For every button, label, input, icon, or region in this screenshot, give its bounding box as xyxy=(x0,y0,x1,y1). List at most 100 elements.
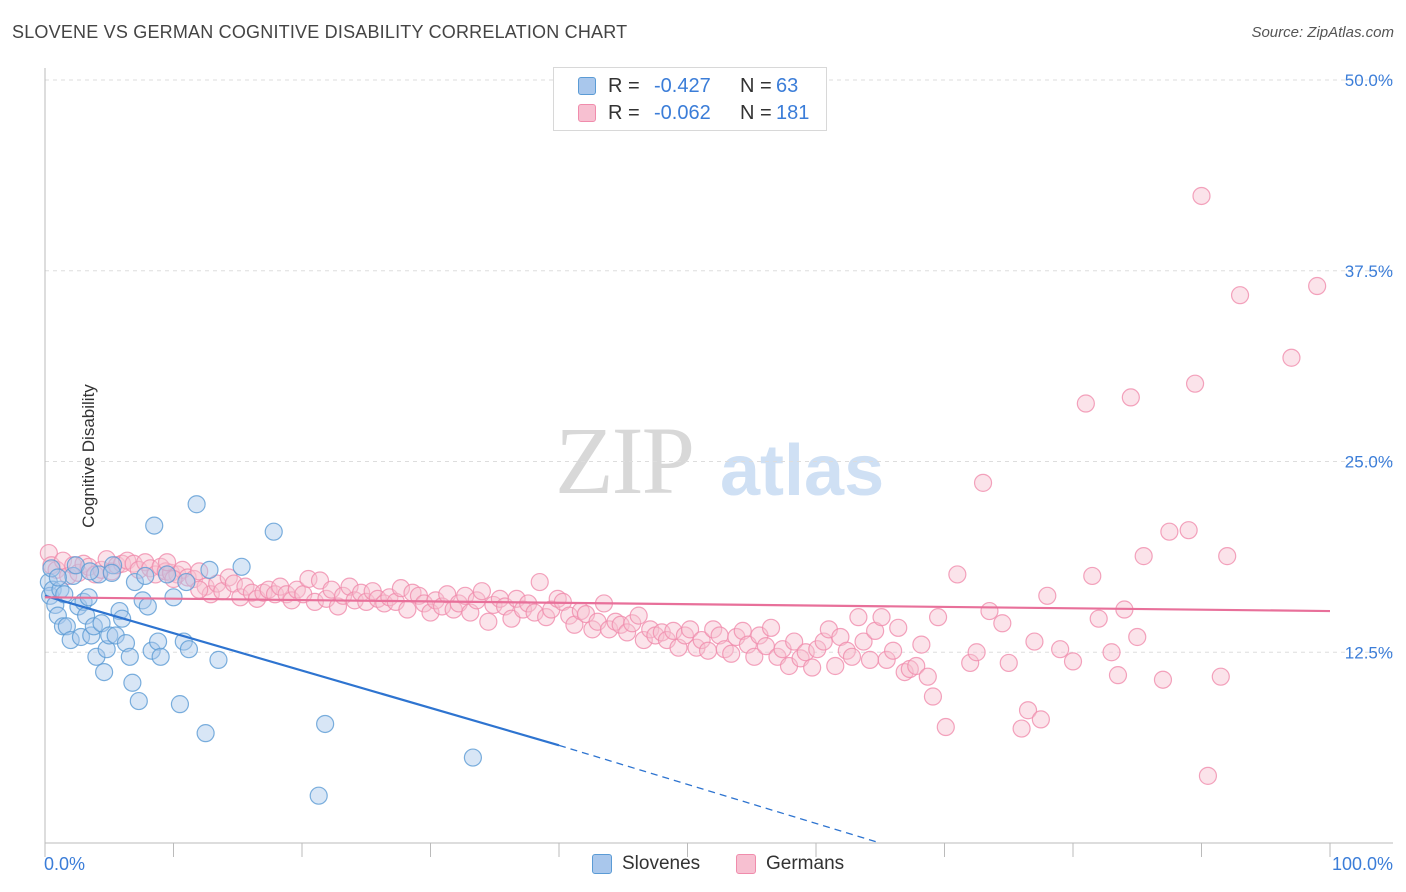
german-point xyxy=(923,687,943,706)
slovene-point xyxy=(100,626,119,645)
german-point xyxy=(698,641,718,660)
slovene-point xyxy=(170,695,190,714)
slovene-point xyxy=(151,647,170,666)
slovene-point xyxy=(80,562,100,581)
y-tick-label: 37.5% xyxy=(1345,262,1393,281)
german-point xyxy=(872,608,891,627)
y-axis-label: Cognitive Disability xyxy=(78,384,98,528)
germans-legend-swatch xyxy=(736,854,756,874)
x-tick-label: 100.0% xyxy=(1332,854,1393,874)
german-point xyxy=(623,614,642,633)
german-point xyxy=(1282,348,1301,367)
german-point xyxy=(967,643,986,662)
german-point xyxy=(530,572,549,592)
watermark-zip: ZIP xyxy=(555,407,695,514)
slovene-trend-extension xyxy=(558,744,881,844)
slovene-point xyxy=(187,495,206,514)
german-point xyxy=(854,632,873,651)
german-point xyxy=(912,635,931,654)
german-point xyxy=(1198,766,1218,785)
german-point xyxy=(1230,286,1250,305)
slovene-point xyxy=(209,650,228,669)
slovenes-swatch xyxy=(578,77,596,95)
german-point xyxy=(973,473,993,492)
german-point xyxy=(1102,643,1121,662)
german-point xyxy=(928,608,948,627)
watermark-atlas: atlas xyxy=(720,431,885,511)
german-point xyxy=(692,630,711,650)
german-point xyxy=(1179,521,1198,540)
german-point xyxy=(299,569,318,589)
german-point xyxy=(398,600,417,619)
x-tick-label: 0.0% xyxy=(44,854,85,874)
german-point xyxy=(391,579,411,598)
german-point xyxy=(895,662,914,682)
german-point xyxy=(860,650,880,669)
slovene-point xyxy=(200,560,219,579)
german-point xyxy=(948,565,967,584)
slovene-point xyxy=(123,673,142,692)
slovene-point xyxy=(129,691,148,711)
slovene-point xyxy=(196,724,215,743)
source-label: Source: ZipAtlas.com xyxy=(1251,24,1394,41)
r-value: -0.062 xyxy=(654,101,711,124)
german-point xyxy=(1063,652,1083,671)
slovene-point xyxy=(53,617,73,636)
german-trend-line xyxy=(44,596,1331,613)
slovene-point xyxy=(145,516,164,535)
slovene-point xyxy=(232,557,251,576)
german-point xyxy=(796,643,815,662)
slovene-trend-line xyxy=(44,594,560,747)
german-point xyxy=(456,586,475,605)
german-point xyxy=(733,621,752,640)
german-point xyxy=(611,615,630,634)
german-point xyxy=(1031,710,1050,729)
german-point xyxy=(1153,670,1173,689)
german-point xyxy=(1160,522,1179,541)
german-point xyxy=(936,717,955,737)
slovene-point xyxy=(64,566,83,586)
slovene-point xyxy=(106,626,125,645)
slovene-point xyxy=(138,597,157,616)
correlation-legend: R = -0.427 N = 63 R = -0.062 N = 181 xyxy=(553,67,827,131)
german-point xyxy=(1089,609,1108,628)
slovene-point xyxy=(48,568,67,587)
y-tick-label: 12.5% xyxy=(1345,643,1393,662)
german-point xyxy=(467,591,486,610)
german-point xyxy=(328,597,348,616)
german-point xyxy=(961,653,980,673)
german-point xyxy=(877,650,896,669)
german-point xyxy=(600,620,619,639)
german-point xyxy=(340,577,359,596)
german-point xyxy=(1051,640,1070,659)
y-tick-label: 25.0% xyxy=(1345,453,1393,472)
slovene-point xyxy=(42,559,61,578)
slovene-point xyxy=(95,662,114,682)
slovene-point xyxy=(316,714,335,734)
slovenes-legend-label: Slovenes xyxy=(622,853,701,874)
german-point xyxy=(999,653,1018,673)
german-point xyxy=(1211,667,1230,686)
german-point xyxy=(1083,566,1102,586)
slovene-point xyxy=(177,572,196,592)
y-tick-label: 50.0% xyxy=(1345,71,1393,90)
german-point xyxy=(305,592,324,611)
german-point xyxy=(1308,276,1327,296)
german-point xyxy=(993,614,1012,633)
german-point xyxy=(1038,586,1057,605)
german-point xyxy=(254,583,273,602)
german-point xyxy=(980,601,999,621)
german-point xyxy=(680,620,700,639)
german-point xyxy=(629,606,648,625)
legend-row-slovenes: R = -0.427 N = 63 xyxy=(578,74,798,98)
slovene-point xyxy=(120,647,139,666)
legend-item-slovenes: Slovenes xyxy=(592,852,700,876)
german-point xyxy=(1121,388,1140,407)
german-point xyxy=(74,554,93,573)
german-point xyxy=(745,647,764,666)
german-point xyxy=(1108,666,1128,685)
german-point xyxy=(1185,374,1205,393)
n-label: N = xyxy=(740,74,772,97)
slovene-point xyxy=(87,647,106,666)
n-label: N = xyxy=(740,101,772,124)
